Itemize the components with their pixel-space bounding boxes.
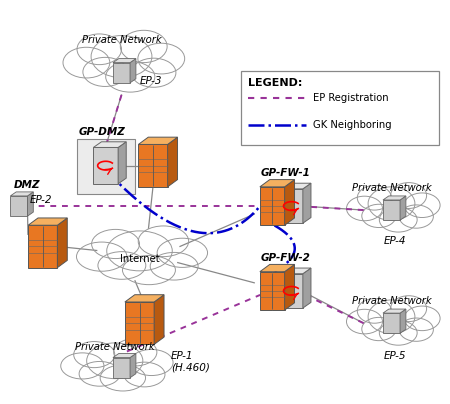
Polygon shape: [154, 295, 164, 344]
Ellipse shape: [79, 362, 120, 386]
Ellipse shape: [150, 252, 198, 280]
Text: LEGEND:: LEGEND:: [248, 78, 303, 88]
Ellipse shape: [92, 229, 140, 259]
Ellipse shape: [346, 309, 382, 334]
Text: Private Network: Private Network: [352, 296, 431, 306]
Polygon shape: [280, 189, 303, 223]
Text: GP-FW-2: GP-FW-2: [261, 252, 311, 263]
Polygon shape: [260, 264, 294, 271]
Polygon shape: [280, 183, 311, 189]
Polygon shape: [113, 354, 136, 358]
Ellipse shape: [114, 339, 157, 366]
Polygon shape: [383, 309, 406, 313]
Ellipse shape: [63, 47, 110, 78]
Ellipse shape: [87, 343, 143, 379]
Ellipse shape: [391, 183, 427, 208]
Ellipse shape: [83, 57, 127, 86]
Polygon shape: [28, 225, 58, 267]
Text: EP-1: EP-1: [171, 351, 194, 361]
FancyBboxPatch shape: [76, 139, 135, 194]
Polygon shape: [168, 137, 178, 187]
Ellipse shape: [76, 242, 127, 271]
Polygon shape: [303, 183, 311, 223]
Ellipse shape: [138, 226, 189, 257]
Ellipse shape: [124, 362, 165, 387]
Text: GP-FW-1: GP-FW-1: [261, 168, 311, 178]
Text: EP-3: EP-3: [140, 76, 162, 86]
Polygon shape: [113, 63, 130, 83]
Text: (H.460): (H.460): [171, 363, 210, 372]
Polygon shape: [383, 196, 406, 200]
Ellipse shape: [399, 205, 433, 228]
Ellipse shape: [61, 353, 104, 379]
Polygon shape: [58, 218, 68, 267]
Text: EP-5: EP-5: [384, 351, 406, 362]
Polygon shape: [383, 200, 400, 220]
Polygon shape: [139, 145, 168, 187]
Text: EP-4: EP-4: [384, 236, 406, 246]
Text: DMZ: DMZ: [14, 180, 40, 190]
Ellipse shape: [362, 204, 396, 227]
Polygon shape: [113, 358, 130, 378]
Text: EP Registration: EP Registration: [313, 93, 388, 103]
Ellipse shape: [122, 255, 176, 285]
Polygon shape: [118, 142, 126, 184]
Ellipse shape: [357, 299, 392, 323]
Polygon shape: [303, 268, 311, 308]
Ellipse shape: [399, 318, 433, 341]
Text: GP-DMZ: GP-DMZ: [79, 126, 126, 137]
Polygon shape: [94, 147, 118, 184]
Polygon shape: [125, 295, 164, 302]
Ellipse shape: [106, 61, 155, 92]
Text: Private Network: Private Network: [75, 343, 154, 352]
Ellipse shape: [74, 341, 115, 368]
Polygon shape: [280, 274, 303, 308]
Ellipse shape: [379, 208, 417, 232]
Ellipse shape: [368, 187, 415, 221]
Polygon shape: [400, 196, 406, 220]
Polygon shape: [28, 218, 68, 225]
Polygon shape: [260, 179, 294, 187]
Polygon shape: [125, 302, 154, 344]
Ellipse shape: [379, 321, 417, 345]
Ellipse shape: [157, 238, 207, 267]
Polygon shape: [139, 137, 178, 145]
Polygon shape: [284, 179, 294, 225]
FancyBboxPatch shape: [241, 71, 439, 145]
Ellipse shape: [368, 300, 415, 334]
Text: Internet: Internet: [120, 254, 159, 263]
Ellipse shape: [77, 34, 122, 65]
Polygon shape: [10, 196, 27, 216]
Ellipse shape: [107, 231, 172, 271]
Ellipse shape: [346, 196, 382, 221]
Polygon shape: [130, 354, 136, 378]
Text: Private Network: Private Network: [82, 36, 161, 45]
Polygon shape: [130, 59, 136, 83]
Ellipse shape: [91, 36, 152, 78]
Text: GK Neighboring: GK Neighboring: [313, 120, 392, 130]
Ellipse shape: [100, 365, 145, 391]
Ellipse shape: [138, 43, 184, 74]
Polygon shape: [280, 268, 311, 274]
Polygon shape: [260, 187, 284, 225]
Text: Private Network: Private Network: [352, 183, 431, 193]
Polygon shape: [284, 264, 294, 310]
Polygon shape: [383, 313, 400, 333]
Ellipse shape: [120, 30, 167, 63]
Polygon shape: [27, 192, 33, 216]
Text: EP-2: EP-2: [29, 195, 52, 205]
Ellipse shape: [131, 58, 176, 87]
Polygon shape: [260, 271, 284, 310]
Ellipse shape: [98, 252, 146, 279]
Ellipse shape: [357, 185, 392, 210]
Ellipse shape: [391, 296, 427, 322]
Ellipse shape: [404, 306, 440, 330]
Polygon shape: [400, 309, 406, 333]
Ellipse shape: [362, 318, 396, 341]
Polygon shape: [113, 59, 136, 63]
Polygon shape: [10, 192, 33, 196]
Polygon shape: [94, 142, 126, 147]
Ellipse shape: [404, 193, 440, 217]
Ellipse shape: [130, 349, 173, 376]
